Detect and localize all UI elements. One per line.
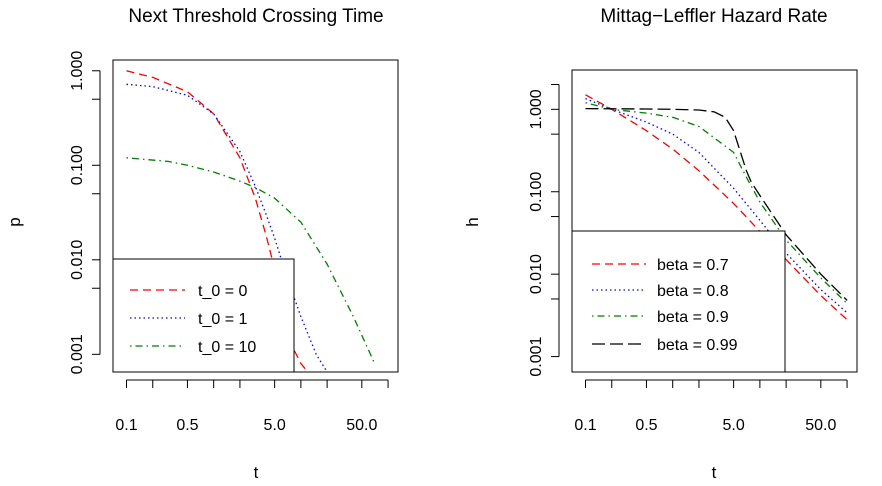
y-tick-label-2: 0.100	[528, 172, 545, 212]
chart-title-1: Next Threshold Crossing Time	[128, 6, 383, 27]
x-axis-label-1: t	[254, 463, 259, 482]
x-tick-label-2: 50.0	[805, 417, 836, 434]
x-axis-2: 0.1 0.5 5.0 50.0	[574, 379, 848, 434]
panel-threshold-crossing: Next Threshold Crossing Time t p 0.1 0.5 5…	[5, 6, 399, 482]
y-tick-label-2: 0.001	[528, 336, 545, 376]
series-line-1-3	[126, 157, 376, 364]
legend-label-2-1: beta = 0.7	[657, 257, 729, 274]
y-tick-label-2: 1.000	[528, 89, 545, 129]
y-tick-label-1: 1.000	[69, 51, 86, 91]
legend-label-2-3: beta = 0.9	[657, 309, 729, 326]
legend-label-2-2: beta = 0.8	[657, 283, 729, 300]
x-tick-label-1: 0.1	[115, 417, 137, 434]
legend-label-1-1: t_0 = 0	[198, 283, 247, 300]
legend-1: t_0 = 0 t_0 = 1 t_0 = 10	[112, 258, 295, 373]
series-line-2-1	[585, 94, 848, 321]
x-tick-label-2: 0.1	[574, 417, 596, 434]
legend-label-2-4: beta = 0.99	[657, 337, 738, 354]
series-line-2-4	[585, 107, 848, 301]
series-line-1-1	[126, 70, 309, 372]
legend-label-1-2: t_0 = 1	[198, 311, 247, 328]
y-axis-2: 0.001 0.010 0.100 1.000	[528, 84, 560, 377]
legend-label-1-3: t_0 = 10	[198, 339, 256, 356]
x-tick-label-2: 5.0	[723, 417, 745, 434]
series-lines-1	[126, 70, 376, 372]
series-lines-2	[585, 94, 848, 321]
series-line-1-2	[126, 83, 328, 372]
y-tick-label-1: 0.100	[69, 145, 86, 185]
legend-box-1	[112, 258, 295, 373]
legend-2: beta = 0.7 beta = 0.8 beta = 0.9 beta = 0.9…	[571, 230, 786, 373]
legend-box-2	[571, 230, 786, 373]
x-tick-label-1: 5.0	[264, 417, 286, 434]
y-axis-label-1: p	[5, 217, 24, 226]
series-line-2-2	[585, 97, 848, 314]
y-axis-1: 0.001 0.010 0.100 1.000	[69, 51, 101, 374]
x-tick-label-1: 0.5	[176, 417, 198, 434]
x-axis-label-2: t	[712, 463, 717, 482]
x-tick-label-1: 50.0	[346, 417, 377, 434]
y-tick-label-2: 0.010	[528, 254, 545, 294]
y-tick-label-1: 0.001	[69, 334, 86, 374]
x-tick-label-2: 0.5	[635, 417, 657, 434]
chart-title-2: Mittag−Leffler Hazard Rate	[600, 6, 827, 27]
x-axis-1: 0.1 0.5 5.0 50.0	[115, 379, 389, 434]
panel-hazard-rate: Mittag−Leffler Hazard Rate t h 0.1 0.5 5.0…	[463, 6, 858, 482]
series-line-2-3	[585, 102, 848, 304]
y-tick-label-1: 0.010	[69, 240, 86, 280]
y-axis-label-2: h	[463, 217, 482, 226]
